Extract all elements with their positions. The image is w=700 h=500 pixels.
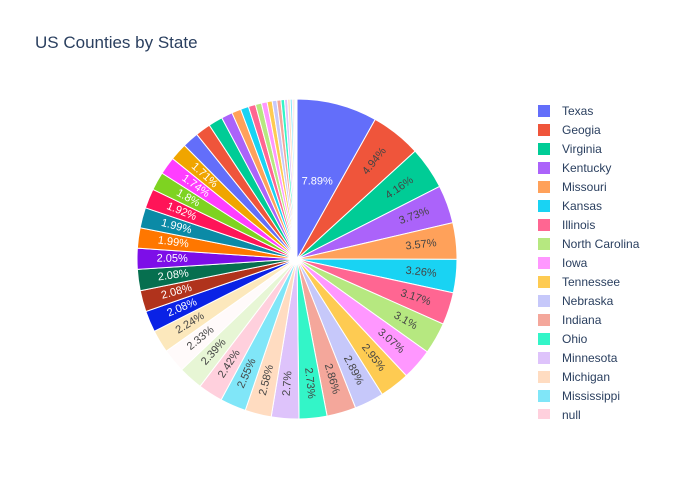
legend-item[interactable]: North Carolina (535, 234, 695, 253)
legend-label: Indiana (562, 312, 602, 327)
legend-label: null (562, 407, 581, 420)
legend-swatch (538, 408, 550, 419)
legend-item[interactable]: Tennessee (535, 272, 695, 291)
legend-label: Illinois (562, 217, 596, 232)
slice-percent-label: 2.08% (157, 267, 190, 283)
slice-percent-label: 3.57% (405, 237, 438, 252)
legend-item[interactable]: Kansas (535, 196, 695, 215)
legend-item[interactable]: Indiana (535, 310, 695, 329)
legend-item[interactable]: Texas (535, 101, 695, 120)
legend-item[interactable]: Iowa (535, 253, 695, 272)
legend-item[interactable]: null (535, 405, 695, 419)
legend-swatch (538, 199, 550, 212)
legend-swatch (538, 218, 550, 231)
legend-label: Mississippi (562, 388, 621, 403)
legend-item[interactable]: Mississippi (535, 386, 695, 405)
legend-label: Ohio (562, 331, 588, 346)
slice-percent-label: 1.99% (157, 234, 190, 250)
legend-swatch (538, 142, 550, 155)
legend-swatch (538, 389, 550, 402)
legend-label: Iowa (562, 255, 588, 270)
legend-swatch (538, 294, 550, 307)
legend-swatch (538, 256, 550, 269)
legend-label: Missouri (562, 179, 607, 194)
legend-item[interactable]: Michigan (535, 367, 695, 386)
legend-label: North Carolina (562, 236, 640, 251)
legend-label: Geogia (562, 122, 601, 137)
legend-label: Nebraska (562, 293, 614, 308)
legend-swatch (538, 332, 550, 345)
pie-slices (136, 98, 458, 420)
legend-swatch (538, 180, 550, 193)
legend-swatch (538, 161, 550, 174)
legend-swatch (538, 123, 550, 136)
legend-item[interactable]: Missouri (535, 177, 695, 196)
pie-slice-item-49[interactable] (295, 98, 298, 260)
legend-swatch (538, 351, 550, 364)
legend-label: Texas (562, 103, 594, 118)
slice-percent-label: 2.7% (281, 370, 295, 396)
legend-item[interactable]: Ohio (535, 329, 695, 348)
legend-label: Minnesota (562, 350, 618, 365)
legend-swatch (538, 275, 550, 288)
legend-item[interactable]: Nebraska (535, 291, 695, 310)
legend-label: Michigan (562, 369, 611, 384)
legend-label: Kentucky (562, 160, 612, 175)
legend-swatch (538, 237, 550, 250)
legend-swatch (538, 104, 550, 117)
slice-percent-label: 2.73% (302, 367, 317, 399)
legend-label: Tennessee (562, 274, 621, 289)
legend-item[interactable]: Virginia (535, 139, 695, 158)
slice-percent-label: 7.89% (302, 176, 333, 188)
legend-item[interactable]: Geogia (535, 120, 695, 139)
chart-title: US Counties by State (35, 33, 198, 52)
slice-percent-label: 3.26% (405, 265, 438, 280)
legend: Texas Geogia Virginia Kentucky Missouri Kansa… (535, 101, 695, 419)
legend-label: Virginia (562, 141, 602, 156)
slice-percent-label: 2.05% (157, 253, 188, 265)
legend-scrollbar[interactable] (680, 101, 686, 419)
legend-item[interactable]: Minnesota (535, 348, 695, 367)
legend-swatch (538, 370, 550, 383)
legend-label: Kansas (562, 198, 603, 213)
legend-item[interactable]: Kentucky (535, 158, 695, 177)
legend-swatch (538, 313, 550, 326)
legend-item[interactable]: Illinois (535, 215, 695, 234)
